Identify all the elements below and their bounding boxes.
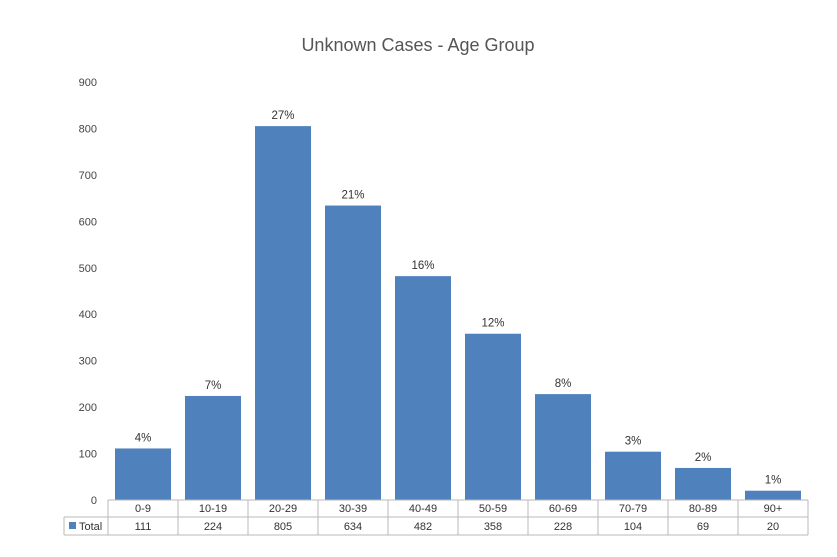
data-label: 7% [205,380,222,392]
bar-80-89 [675,467,731,500]
y-tick-label: 200 [79,402,97,414]
y-tick-label: 600 [79,216,97,228]
table-value-cell: 634 [344,521,362,533]
table-value-cell: 482 [414,521,432,533]
bar-50-59 [465,333,521,500]
table-value-cell: 228 [554,521,572,533]
x-category-label: 20-29 [269,503,297,515]
x-category-label: 90+ [764,503,783,515]
data-label: 12% [481,318,504,330]
bar-30-39 [325,205,381,500]
data-label: 27% [271,110,294,122]
y-axis: 0 100 200 300 400 500 600 700 800 900 [79,77,97,507]
table-value-cell: 69 [697,521,709,533]
y-tick-label: 700 [79,170,97,182]
x-category-label: 40-49 [409,503,437,515]
table-value-cell: 20 [767,521,779,533]
y-tick-label: 900 [79,77,97,89]
x-category-label: 0-9 [135,503,151,515]
table-value-cell: 111 [135,521,152,533]
table-value-cell: 224 [204,521,222,533]
x-category-label: 70-79 [619,503,647,515]
x-category-label: 80-89 [689,503,717,515]
y-tick-label: 800 [79,123,97,135]
bar-20-29 [255,126,311,500]
bar-90+ [745,490,801,500]
data-label: 2% [695,452,712,464]
data-label: 1% [765,475,782,487]
y-tick-label: 300 [79,356,97,368]
y-tick-label: 500 [79,263,97,275]
bar-70-79 [605,451,661,500]
x-category-label: 50-59 [479,503,507,515]
bars-group [115,126,801,500]
data-label: 16% [411,260,434,272]
x-category-label: 30-39 [339,503,367,515]
data-label: 4% [135,432,152,444]
table-value-cell: 805 [274,521,292,533]
data-label: 3% [625,436,642,448]
bar-60-69 [535,394,591,500]
chart-title: Unknown Cases - Age Group [301,35,534,55]
y-tick-label: 100 [79,449,97,461]
legend-label-total: Total [79,521,102,533]
legend-key-total [69,522,76,529]
data-labels-group: 4% 7% 27% 21% 16% 12% 8% 3% 2% 1% [135,110,782,487]
bar-0-9 [115,448,171,500]
table-value-cell: 358 [484,521,502,533]
x-category-label: 10-19 [199,503,227,515]
bar-10-19 [185,395,241,500]
y-tick-label: 400 [79,309,97,321]
data-label: 8% [555,378,572,390]
y-tick-label: 0 [91,495,97,507]
data-label: 21% [341,190,364,202]
x-category-label: 60-69 [549,503,577,515]
data-table: 0-9 111 10-19 224 20-29 805 30-39 634 40-49 482 50… [63,499,809,536]
table-value-cell: 104 [624,521,642,533]
bar-40-49 [395,276,451,500]
